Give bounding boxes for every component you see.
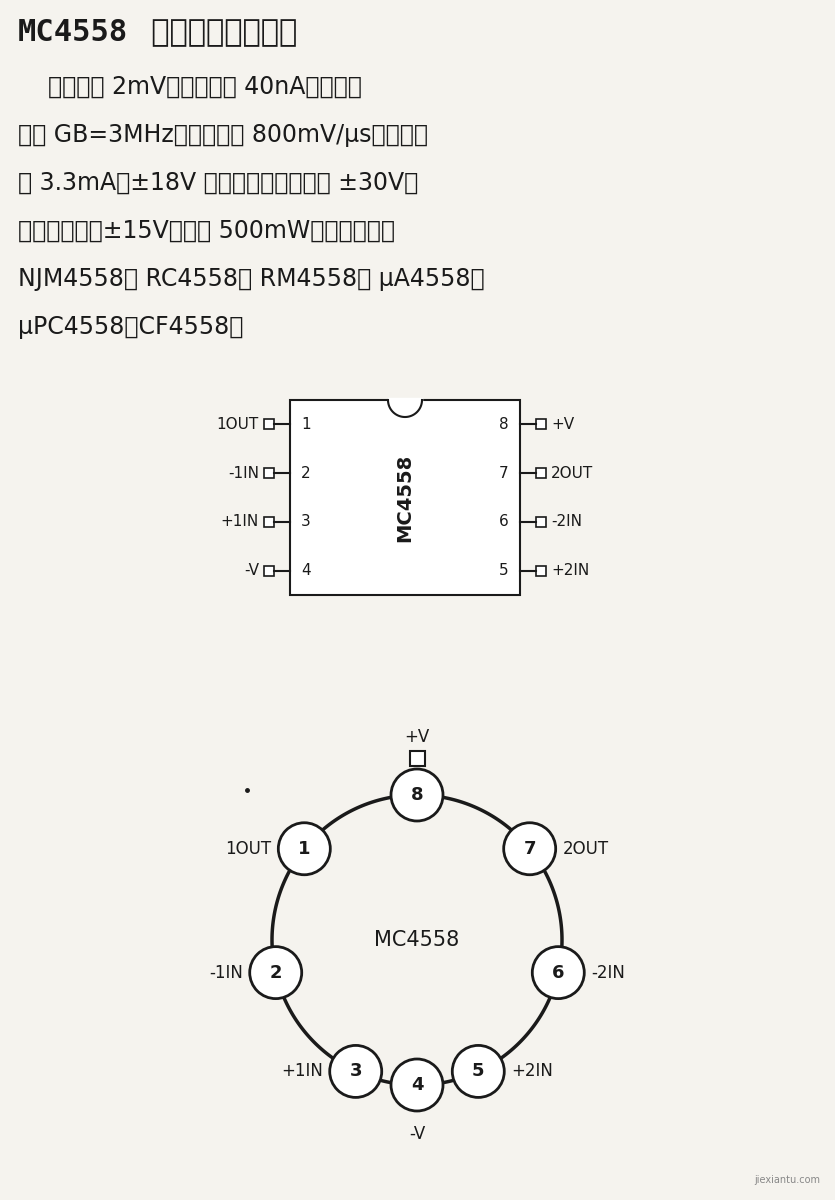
Text: 4: 4 bbox=[301, 563, 311, 578]
Text: +V: +V bbox=[404, 728, 430, 746]
Circle shape bbox=[391, 1058, 443, 1111]
Circle shape bbox=[250, 947, 301, 998]
Bar bbox=[264, 517, 274, 527]
Text: +1IN: +1IN bbox=[220, 515, 259, 529]
Text: -V: -V bbox=[244, 563, 259, 578]
Text: 3: 3 bbox=[301, 515, 311, 529]
Text: +1IN: +1IN bbox=[281, 1062, 322, 1080]
Text: +2IN: +2IN bbox=[551, 563, 590, 578]
Bar bbox=[536, 517, 546, 527]
Text: +V: +V bbox=[551, 416, 574, 432]
Text: 2: 2 bbox=[301, 466, 311, 481]
Text: 1OUT: 1OUT bbox=[217, 416, 259, 432]
Text: -2IN: -2IN bbox=[551, 515, 582, 529]
Text: 1: 1 bbox=[301, 416, 311, 432]
Bar bbox=[290, 400, 520, 595]
Text: 6: 6 bbox=[552, 964, 564, 982]
Text: 2: 2 bbox=[270, 964, 282, 982]
Text: 7: 7 bbox=[524, 840, 536, 858]
Circle shape bbox=[504, 823, 555, 875]
Text: 4: 4 bbox=[411, 1076, 423, 1094]
Text: NJM4558、 RC4558、 RM4558、 μA4558、: NJM4558、 RC4558、 RM4558、 μA4558、 bbox=[18, 266, 484, 290]
Circle shape bbox=[278, 823, 331, 875]
Text: MC4558: MC4558 bbox=[396, 454, 414, 541]
Circle shape bbox=[391, 769, 443, 821]
Text: MC4558: MC4558 bbox=[18, 18, 129, 47]
Text: 5: 5 bbox=[499, 563, 509, 578]
Text: MC4558: MC4558 bbox=[374, 930, 459, 950]
Text: 共模输入电压±15V；功耗 500mW。类似型号：: 共模输入电压±15V；功耗 500mW。类似型号： bbox=[18, 218, 395, 242]
Text: -1IN: -1IN bbox=[228, 466, 259, 481]
Text: 2OUT: 2OUT bbox=[563, 840, 609, 858]
Text: 8: 8 bbox=[411, 786, 423, 804]
Text: 双通用运算放大器: 双通用运算放大器 bbox=[130, 18, 297, 47]
Text: 3: 3 bbox=[350, 1062, 362, 1080]
Text: 1: 1 bbox=[298, 840, 311, 858]
Text: jiexiantu.com: jiexiantu.com bbox=[754, 1175, 820, 1186]
Bar bbox=[264, 565, 274, 576]
Bar bbox=[536, 565, 546, 576]
Circle shape bbox=[532, 947, 584, 998]
Circle shape bbox=[453, 1045, 504, 1098]
Bar bbox=[264, 419, 274, 430]
Text: 8: 8 bbox=[499, 416, 509, 432]
Circle shape bbox=[330, 1045, 382, 1098]
Bar bbox=[536, 419, 546, 430]
Text: 1OUT: 1OUT bbox=[225, 840, 271, 858]
Bar bbox=[536, 468, 546, 478]
Text: 输入失调 2mV；偏置电流 40nA；增益带: 输入失调 2mV；偏置电流 40nA；增益带 bbox=[18, 74, 362, 98]
Text: -2IN: -2IN bbox=[591, 964, 625, 982]
Text: 6: 6 bbox=[499, 515, 509, 529]
Bar bbox=[264, 468, 274, 478]
Text: 7: 7 bbox=[499, 466, 509, 481]
Bar bbox=[409, 751, 424, 766]
Text: -1IN: -1IN bbox=[209, 964, 243, 982]
Text: 宽积 GB=3MHz；转换速率 800mV/μs；消耗电: 宽积 GB=3MHz；转换速率 800mV/μs；消耗电 bbox=[18, 122, 428, 146]
Text: -V: -V bbox=[409, 1126, 425, 1142]
Text: μPC4558、CF4558。: μPC4558、CF4558。 bbox=[18, 314, 243, 338]
Text: +2IN: +2IN bbox=[511, 1062, 553, 1080]
Text: 流 3.3mA；±18V 电源；差模输入电压 ±30V；: 流 3.3mA；±18V 电源；差模输入电压 ±30V； bbox=[18, 170, 418, 194]
Text: 2OUT: 2OUT bbox=[551, 466, 593, 481]
Text: 5: 5 bbox=[472, 1062, 484, 1080]
